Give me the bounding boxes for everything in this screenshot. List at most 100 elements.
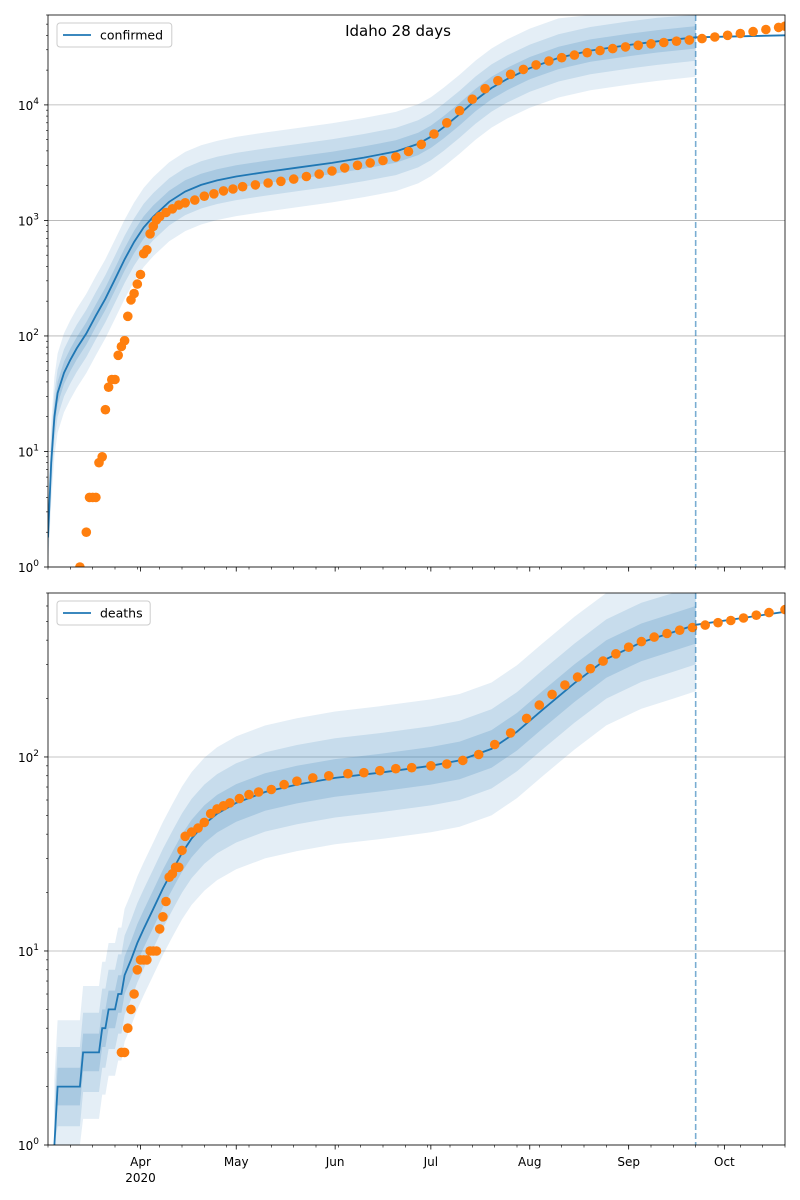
observed-point <box>713 617 723 628</box>
observed-point <box>710 32 720 42</box>
observed-point <box>473 749 484 760</box>
observed-point <box>598 656 608 666</box>
observed-point <box>190 195 200 205</box>
observed-point <box>180 198 190 208</box>
observed-point <box>177 845 187 856</box>
observed-point <box>493 75 503 86</box>
observed-point <box>761 24 771 35</box>
observed-point <box>324 771 334 781</box>
observed-point <box>534 700 545 710</box>
observed-point <box>572 672 583 682</box>
observed-point <box>119 335 130 346</box>
observed-point <box>458 755 468 766</box>
observed-point <box>489 739 500 750</box>
observed-point <box>623 642 634 652</box>
observed-point <box>365 158 376 168</box>
x-tick-label: Jun <box>325 1155 345 1169</box>
observed-point <box>674 625 685 635</box>
observed-point <box>301 171 312 182</box>
observed-point <box>544 56 554 66</box>
observed-point <box>607 43 618 54</box>
observed-point <box>662 628 672 639</box>
observed-point <box>135 269 146 280</box>
observed-point <box>123 1023 133 1033</box>
observed-point <box>314 169 325 179</box>
observed-point <box>426 761 436 771</box>
observed-point <box>547 689 557 700</box>
observed-point <box>193 823 203 833</box>
observed-point <box>636 636 647 647</box>
observed-point <box>103 382 114 393</box>
x-tick-label: Aug <box>518 1155 541 1169</box>
observed-point <box>339 163 350 173</box>
legend: confirmed <box>56 22 173 48</box>
observed-point <box>352 160 363 171</box>
observed-point <box>560 680 570 690</box>
y-tick-label: 100 <box>18 559 39 575</box>
observed-point <box>151 946 162 956</box>
observed-point <box>378 155 388 166</box>
observed-point <box>735 28 746 39</box>
observed-point <box>646 39 656 49</box>
observed-point <box>595 45 605 56</box>
legend-label: deaths <box>100 606 143 621</box>
observed-point <box>391 152 401 162</box>
uncertainty-band-inner <box>54 606 696 1145</box>
observed-point <box>611 649 621 659</box>
legend-box <box>56 22 173 48</box>
observed-point <box>403 146 414 157</box>
uncertainty-band-inner <box>48 26 696 549</box>
model-line-deaths <box>53 610 785 1145</box>
uncertainty-band-outer <box>54 593 696 1145</box>
observed-point <box>266 784 277 795</box>
observed-point <box>442 118 452 128</box>
observed-point <box>288 174 299 184</box>
observed-point <box>359 767 369 778</box>
observed-point <box>308 773 318 783</box>
observed-point <box>129 989 139 999</box>
observed-point <box>97 452 107 462</box>
observed-point <box>119 1047 130 1058</box>
y-tick-label: 102 <box>18 328 39 344</box>
observed-point <box>738 613 749 623</box>
observed-point <box>429 129 439 139</box>
observed-point <box>505 69 516 80</box>
observed-point <box>132 965 143 975</box>
observed-point <box>585 663 596 674</box>
observed-point <box>142 955 152 965</box>
observed-point <box>234 793 245 804</box>
observed-point <box>700 620 710 630</box>
observed-point <box>279 779 289 790</box>
observed-point <box>126 1004 136 1015</box>
observed-point <box>569 50 580 60</box>
observed-point <box>343 768 353 779</box>
observed-point <box>199 191 210 201</box>
observed-point <box>780 604 785 615</box>
y-tick-label: 101 <box>18 443 39 459</box>
observed-point <box>442 759 452 769</box>
observed-point <box>276 176 286 187</box>
x-tick-label: Sep <box>617 1155 640 1169</box>
legend-label: confirmed <box>100 28 163 43</box>
observed-point <box>218 186 229 196</box>
axes-frame <box>47 592 786 1146</box>
x-tick-label: Jul <box>423 1155 438 1169</box>
observed-point <box>100 404 111 415</box>
y-tick-label: 102 <box>18 749 39 765</box>
observed-point <box>633 40 643 51</box>
observed-point <box>209 189 219 199</box>
y-tick-label: 103 <box>18 212 39 228</box>
observed-point <box>620 42 631 52</box>
observed-point <box>671 36 682 46</box>
observed-point <box>123 311 133 322</box>
observed-point <box>467 94 478 104</box>
observed-point <box>480 83 490 94</box>
observed-point <box>253 787 264 797</box>
observed-point <box>556 52 567 63</box>
observed-point <box>132 279 143 289</box>
x-tick-label: May <box>224 1155 249 1169</box>
observed-point <box>531 60 541 70</box>
legend: deaths <box>56 600 151 626</box>
observed-point <box>263 178 273 188</box>
observed-point <box>659 37 669 48</box>
